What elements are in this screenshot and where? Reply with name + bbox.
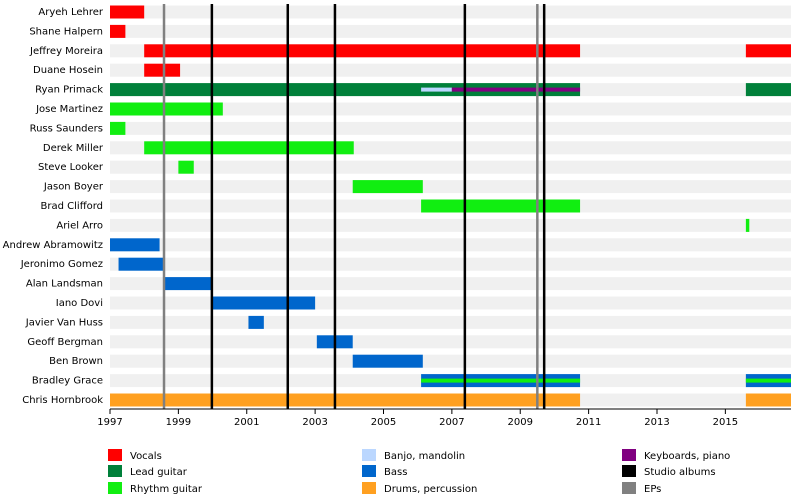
row-band (110, 180, 791, 194)
x-tick-label: 2007 (439, 417, 464, 428)
member-name: Andrew Abramowitz (3, 240, 103, 251)
legend-label: EPs (644, 484, 661, 495)
period-bar (144, 44, 581, 58)
period-bar (118, 257, 165, 271)
x-tick-label: 1997 (97, 417, 122, 428)
row-band (110, 315, 791, 329)
row-band (110, 335, 791, 349)
period-overlay (451, 87, 581, 92)
legend-swatch (108, 465, 122, 477)
period-bar (745, 83, 791, 97)
period-bar (164, 277, 213, 291)
period-bar (110, 83, 581, 97)
legend-swatch (622, 465, 636, 477)
legend-label: Rhythm guitar (130, 484, 203, 495)
period-bar (110, 121, 126, 135)
period-bar (352, 354, 423, 368)
legend-swatch (362, 465, 376, 477)
row-band (110, 102, 791, 116)
row-band (110, 238, 791, 252)
legend-label: Bass (384, 467, 407, 478)
x-tick-label: 2015 (713, 417, 738, 428)
period-bar (110, 5, 145, 19)
legend-label: Lead guitar (130, 467, 188, 478)
period-bar (178, 160, 194, 174)
row-band (110, 257, 791, 271)
x-tick-label: 2001 (234, 417, 259, 428)
x-tick-label: 2003 (302, 417, 327, 428)
member-name: Jeffrey Moreira (29, 46, 103, 57)
row-band (110, 5, 791, 19)
member-name: Ryan Primack (35, 85, 103, 96)
member-name: Steve Looker (38, 162, 104, 173)
x-tick-label: 2013 (644, 417, 669, 428)
member-name: Jose Martinez (35, 104, 103, 115)
legend-swatch (622, 449, 636, 461)
period-bar (110, 24, 126, 38)
legend-label: Studio albums (644, 467, 716, 478)
period-bar (110, 102, 223, 116)
member-name: Ben Brown (49, 356, 103, 367)
legend-swatch (622, 482, 636, 494)
legend-label: Drums, percussion (384, 484, 477, 495)
row-band (110, 218, 791, 232)
period-bar (745, 218, 750, 232)
period-overlay (421, 378, 581, 383)
row-band (110, 160, 791, 174)
legend-swatch (362, 482, 376, 494)
row-band (110, 63, 791, 77)
legend-swatch (108, 482, 122, 494)
period-overlay (421, 87, 452, 92)
member-name: Shane Halpern (29, 26, 103, 37)
row-band (110, 24, 791, 38)
row-band (110, 121, 791, 135)
member-name: Alan Landsman (26, 279, 103, 290)
member-name: Iano Dovi (56, 298, 103, 309)
period-bar (352, 180, 423, 194)
x-tick-label: 2005 (371, 417, 396, 428)
member-name: Jason Boyer (43, 182, 104, 193)
member-name: Geoff Bergman (27, 337, 103, 348)
member-name: Javier Van Huss (25, 317, 103, 328)
period-bar (110, 393, 581, 407)
member-name: Aryeh Lehrer (38, 7, 103, 18)
legend-label: Vocals (130, 451, 162, 462)
legend-label: Banjo, mandolin (384, 451, 465, 462)
member-name: Russ Saunders (30, 123, 103, 134)
period-bar (421, 199, 581, 213)
period-bar (248, 315, 264, 329)
legend-swatch (362, 449, 376, 461)
period-bar (110, 238, 160, 252)
member-name: Jeronimo Gomez (20, 259, 103, 270)
member-name: Bradley Grace (32, 376, 103, 387)
member-name: Ariel Arro (56, 220, 103, 231)
period-bar (745, 393, 791, 407)
legend-swatch (108, 449, 122, 461)
member-name: Derek Miller (43, 143, 104, 154)
member-name: Brad Clifford (41, 201, 103, 212)
member-name: Chris Hornbrook (22, 395, 103, 406)
period-bar (144, 141, 354, 155)
period-bar (144, 63, 181, 77)
row-band (110, 354, 791, 368)
row-band (110, 277, 791, 291)
legend-label: Keyboards, piano (644, 451, 730, 462)
x-tick-label: 2011 (576, 417, 601, 428)
member-name: Duane Hosein (33, 65, 103, 76)
x-tick-label: 1999 (166, 417, 191, 428)
period-overlay (745, 378, 791, 383)
period-bar (745, 44, 791, 58)
x-tick-label: 2009 (508, 417, 533, 428)
period-bar (212, 296, 316, 310)
